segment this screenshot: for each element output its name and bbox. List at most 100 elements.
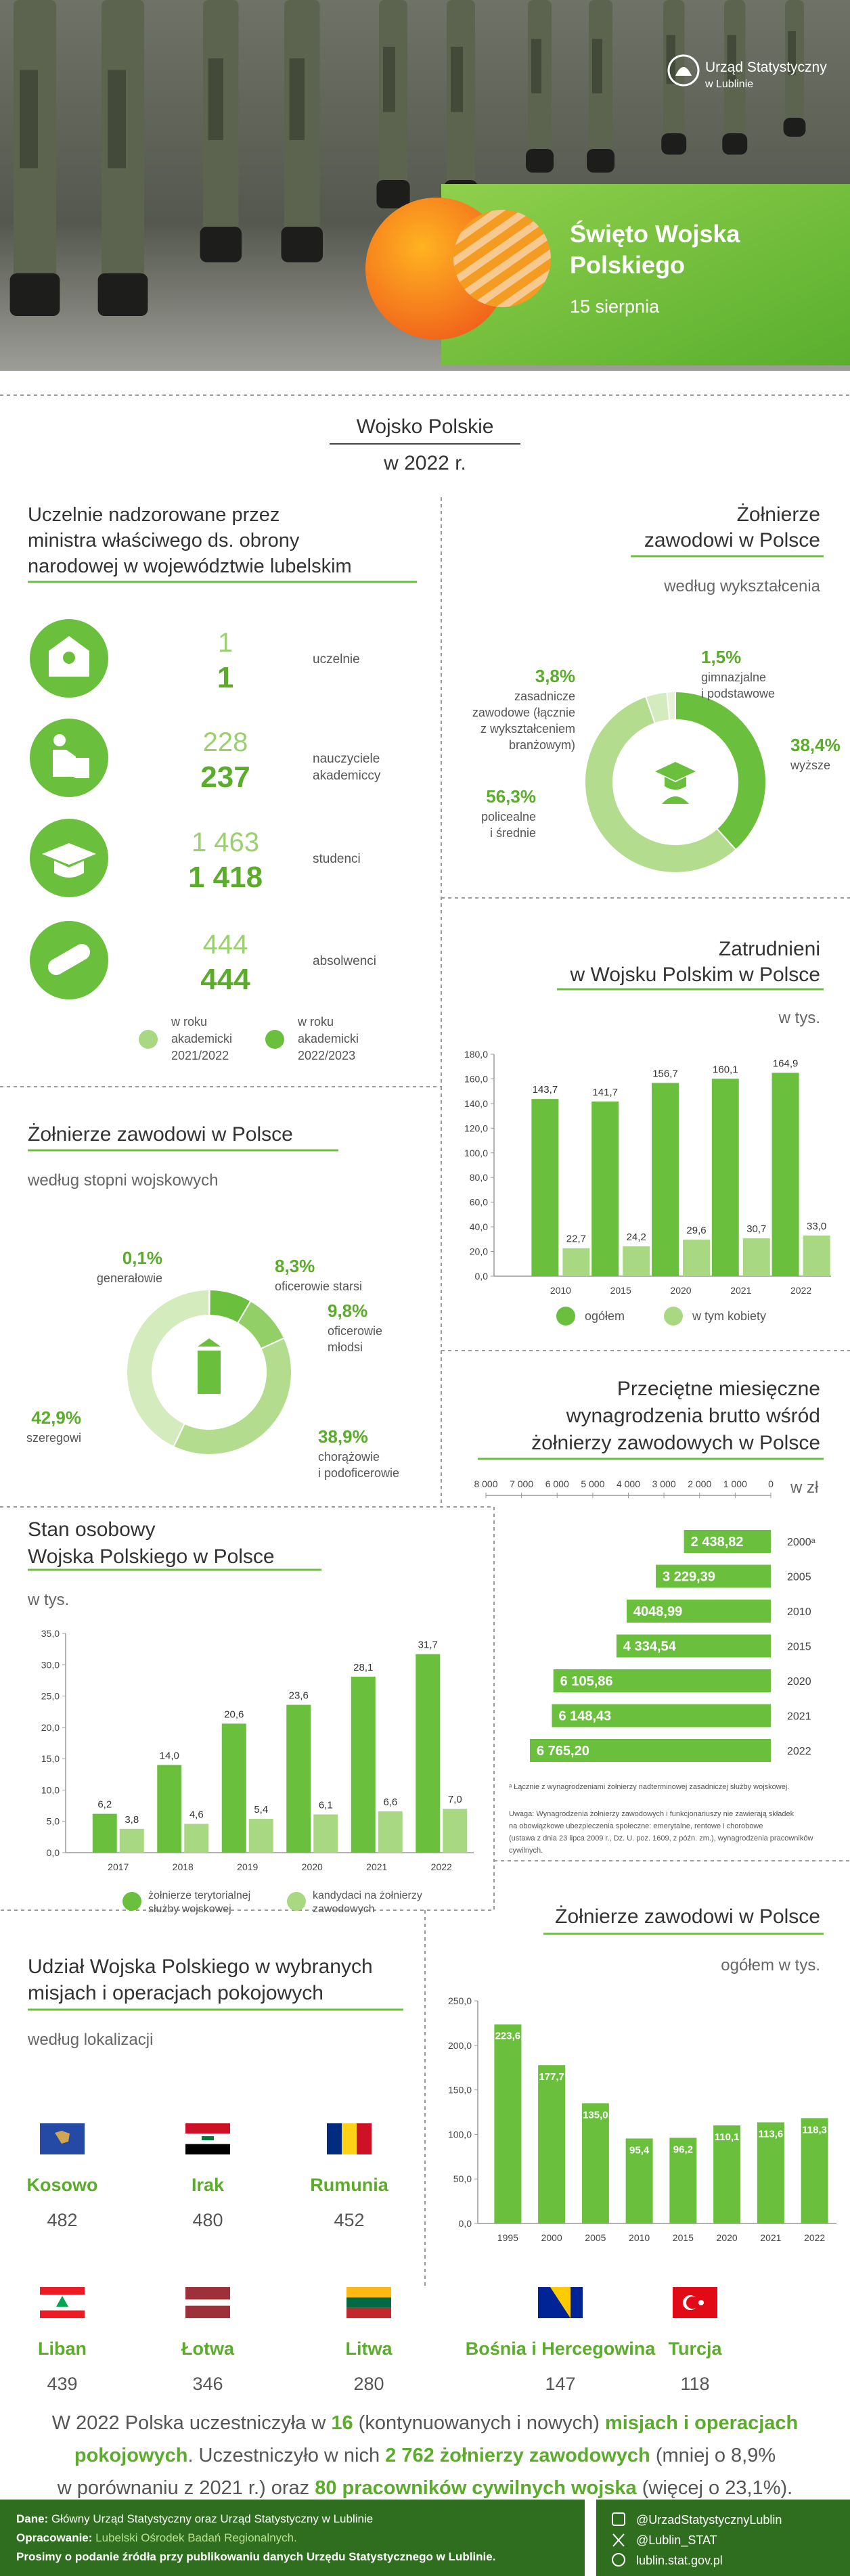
header-date: 15 sierpnia <box>570 296 660 317</box>
flag <box>346 2297 391 2308</box>
value-previous: 228 <box>203 727 248 757</box>
data-label: 42,9% <box>31 1407 81 1428</box>
bar <box>669 2138 697 2223</box>
x-tick-label: 0 <box>768 1478 774 1489</box>
x-tick-label: 2020 <box>670 1285 691 1296</box>
bar <box>711 1079 739 1276</box>
data-label: 4048,99 <box>633 1604 682 1619</box>
section-title: Żołnierze zawodowi w Polsce <box>28 1123 293 1146</box>
legend-label: w roku <box>297 1015 334 1029</box>
bar <box>119 1828 144 1853</box>
data-label: 28,1 <box>353 1662 373 1673</box>
donut-segment <box>666 690 676 721</box>
data-label: 5,4 <box>254 1804 268 1815</box>
mission-name: Kosowo <box>27 2175 98 2195</box>
x-tick-label: 2020 <box>717 2232 738 2243</box>
data-label: 24,2 <box>627 1231 646 1243</box>
data-label: 6 765,20 <box>537 1744 589 1759</box>
social-link: @UrzadStatystycznyLublin <box>636 2513 782 2527</box>
x-tick-label: 2018 <box>173 1861 194 1872</box>
footer-text: Lubelski Ośrodek Badań Regionalnych. <box>95 2531 297 2544</box>
bar <box>581 2103 609 2223</box>
x-icon <box>612 2533 625 2547</box>
data-label: 113,6 <box>759 2129 784 2140</box>
logo-icon <box>675 67 692 76</box>
section-title: w Wojsku Polskim w Polsce <box>569 964 820 986</box>
flag <box>327 2123 342 2154</box>
value-current: 237 <box>200 761 250 794</box>
x-tick-label: 2022 <box>431 1861 452 1872</box>
bar <box>742 1238 770 1276</box>
x-tick-label: 2021 <box>730 1285 751 1296</box>
mission-name: Liban <box>38 2338 87 2359</box>
bar <box>553 1669 771 1692</box>
section-title: Uczelnie nadzorowane przez <box>28 504 279 526</box>
soldier-boot <box>9 273 60 316</box>
value-current: 1 <box>217 661 233 694</box>
category-label: 2005 <box>787 1572 811 1583</box>
category-label: i podoficerowie <box>318 1466 399 1480</box>
y-tick-label: 0,0 <box>47 1847 60 1858</box>
category-label: branżowym) <box>509 738 575 752</box>
flag <box>686 2297 698 2309</box>
bar <box>591 1101 619 1276</box>
data-label: 164,9 <box>773 1058 799 1070</box>
footer-line: Dane: Główny Urząd Statystyczny oraz Urz… <box>16 2512 373 2525</box>
section-subtitle: według stopni wojskowych <box>27 1171 218 1190</box>
x-tick-label: 2015 <box>673 2232 694 2243</box>
soldier-leg <box>451 47 463 112</box>
data-label: 143,7 <box>533 1084 558 1095</box>
x-tick-label: 2010 <box>629 2232 650 2243</box>
footnote: ᵃ Łącznie z wynagrodzeniami żołnierzy na… <box>509 1783 789 1791</box>
header-title: Polskiego <box>570 251 685 279</box>
donut-segment <box>584 696 737 874</box>
data-label: 3 229,39 <box>663 1570 715 1585</box>
row-label: akademiccy <box>313 769 381 783</box>
intro-title: w 2022 r. <box>383 452 466 474</box>
footer-box <box>596 2500 850 2576</box>
social-link: @Lublin_STAT <box>636 2533 717 2548</box>
flag <box>357 2123 372 2154</box>
divider <box>0 497 850 2289</box>
bar <box>184 1824 209 1853</box>
y-tick-label: 30,0 <box>41 1659 60 1670</box>
section-title: Zatrudnieni <box>719 938 820 960</box>
summary-text: (mniej o 8,9% <box>650 2445 776 2466</box>
data-label: 6,6 <box>383 1797 397 1808</box>
y-tick-label: 160,0 <box>464 1073 488 1084</box>
category-label: generałowie <box>97 1271 162 1285</box>
footer-text: Główny Urząd Statystyczny oraz Urząd Sta… <box>51 2512 373 2525</box>
bar <box>771 1072 799 1276</box>
mission-name: Rumunia <box>310 2175 388 2195</box>
bar <box>157 1765 182 1853</box>
flag <box>185 2123 230 2134</box>
summary-text: 2 762 żołnierzy zawodowych <box>385 2445 650 2466</box>
flag <box>346 2307 391 2318</box>
section-title: narodowej w województwie lubelskim <box>28 556 352 577</box>
section-title: Żołnierze <box>737 503 820 526</box>
x-tick-label: 2021 <box>366 1861 387 1872</box>
legend-label: ogółem <box>585 1309 625 1323</box>
section-title: Żołnierze zawodowi w Polsce <box>555 1905 820 1928</box>
y-tick-label: 20,0 <box>470 1246 488 1257</box>
section-title: misjach i operacjach pokojowych <box>28 1982 323 2004</box>
data-label: 33,0 <box>807 1221 826 1232</box>
y-tick-label: 180,0 <box>464 1049 488 1060</box>
x-tick-label: 1 000 <box>723 1478 747 1489</box>
summary-text: 80 pracowników cywilnych wojska <box>315 2477 637 2499</box>
data-label: 141,7 <box>592 1087 618 1098</box>
summary-text: . Uczestniczyło w nich <box>187 2445 385 2466</box>
data-label: 3,8 <box>125 1814 139 1826</box>
x-tick-label: 2020 <box>302 1861 323 1872</box>
row-label: studenci <box>313 852 361 866</box>
category-label: z wykształceniem <box>480 722 575 736</box>
data-label: 1,5% <box>701 647 741 667</box>
summary-line: w porównaniu z 2021 r.) oraz 80 pracowni… <box>57 2477 792 2499</box>
bar <box>92 1813 117 1853</box>
x-tick-label: 2017 <box>108 1861 129 1872</box>
cap-icon <box>42 843 96 878</box>
logo-icon <box>667 54 700 87</box>
y-tick-label: 60,0 <box>470 1197 488 1208</box>
x-tick-label: 8 000 <box>474 1478 497 1489</box>
footnote: na obowiązkowe ubezpieczenia społeczne: … <box>509 1822 763 1830</box>
